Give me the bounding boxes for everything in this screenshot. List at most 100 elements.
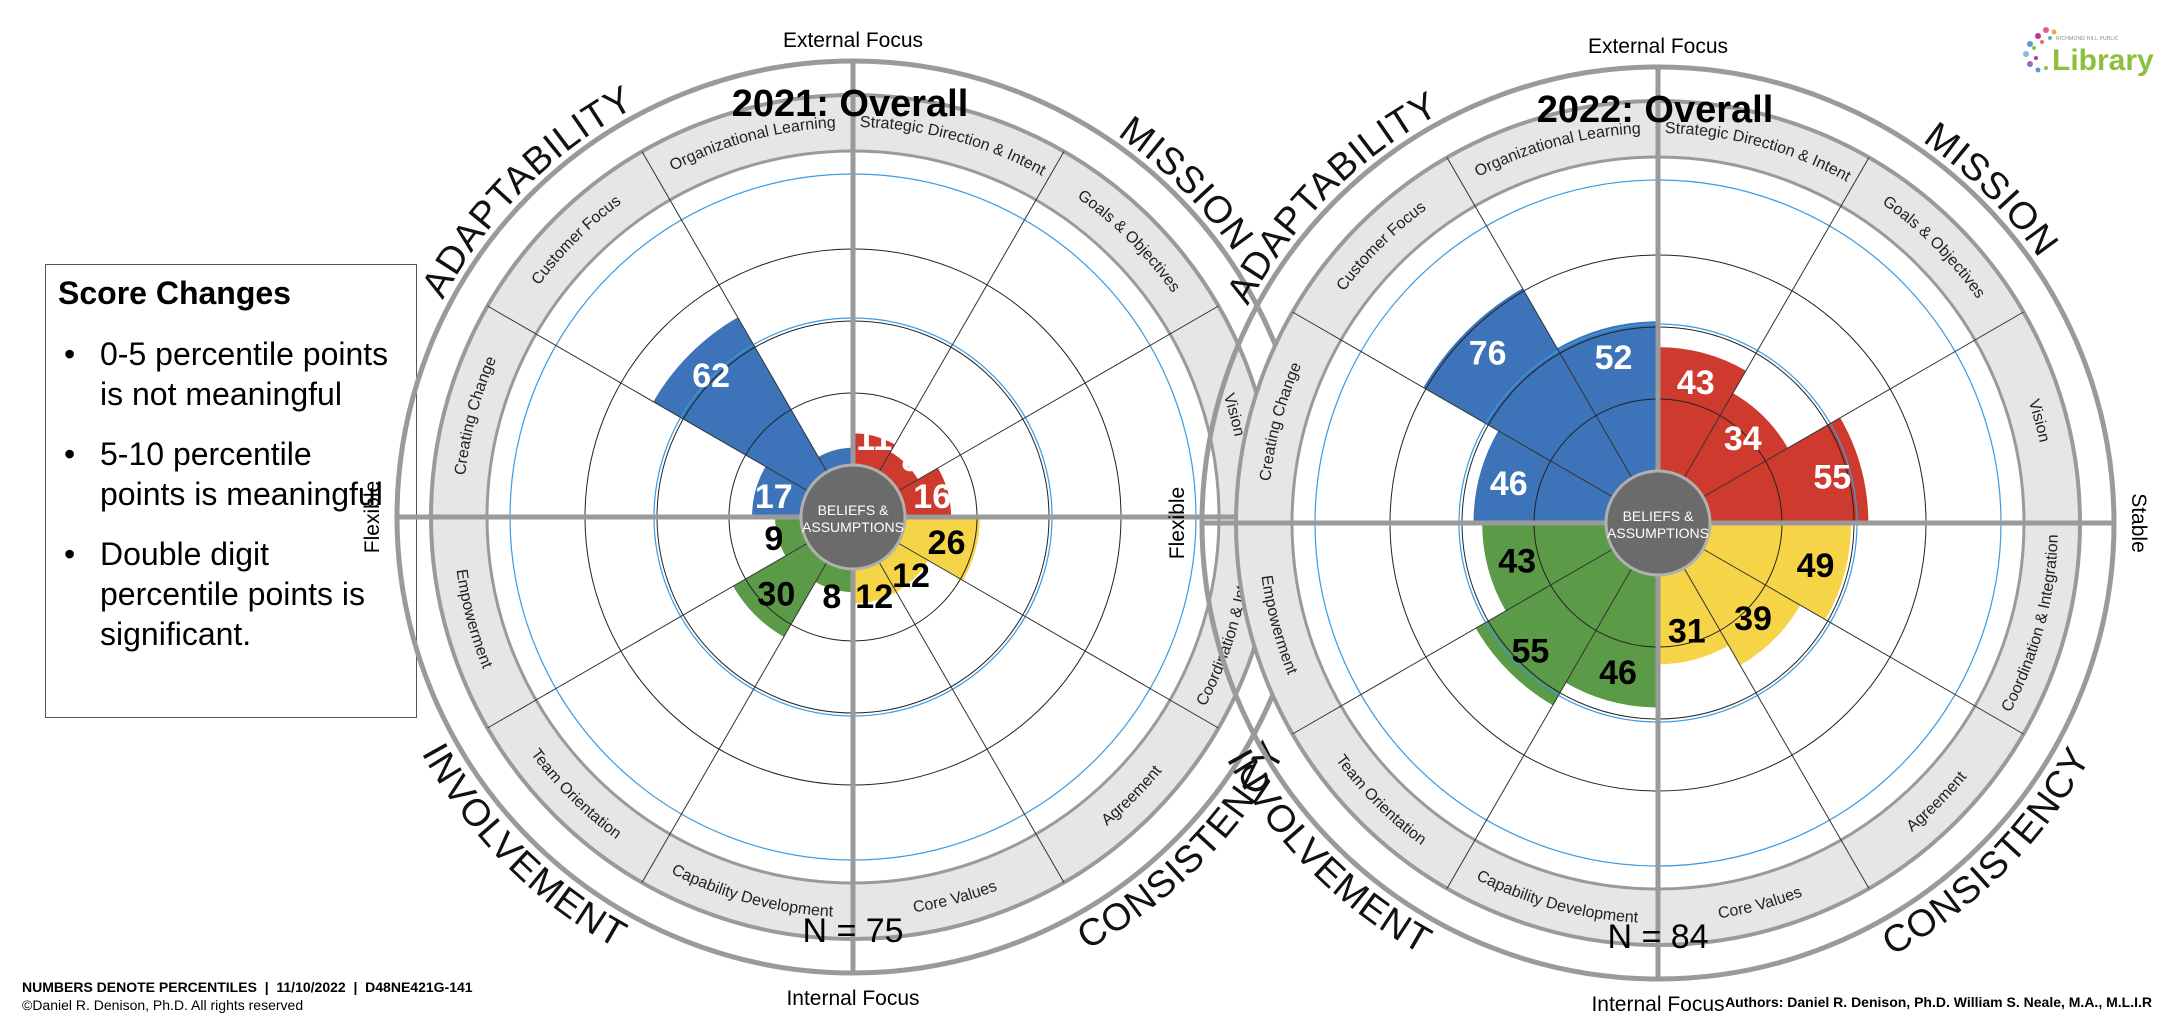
value-label: 8 xyxy=(822,578,841,616)
grid-spoke xyxy=(1292,311,1614,498)
value-label: 46 xyxy=(1599,654,1637,692)
bullet-icon: • xyxy=(64,436,76,472)
value-label: 12 xyxy=(892,557,930,595)
center-label: BELIEFS & xyxy=(1623,508,1694,524)
score-change-text: 5-10 percentile points is meaningful xyxy=(100,436,383,512)
center-circle xyxy=(799,463,907,571)
value-label: 31 xyxy=(1668,612,1706,650)
grid-spoke xyxy=(878,561,1065,883)
value-label: 9 xyxy=(764,520,783,558)
score-change-item: • 0-5 percentile points is not meaningful xyxy=(58,334,404,414)
value-label: 6 xyxy=(822,420,841,458)
logo-small-text: RICHMOND HILL PUBLIC xyxy=(2056,36,2119,42)
index-bar xyxy=(1684,549,1801,666)
value-label: 49 xyxy=(1797,547,1835,585)
chart-title: 2021: Overall xyxy=(732,83,969,125)
center-label: BELIEFS & xyxy=(818,502,889,518)
value-label: 26 xyxy=(928,524,966,562)
center-label: ASSUMPTIONS xyxy=(802,519,904,535)
index-bar xyxy=(1658,568,1729,665)
index-bar xyxy=(898,517,980,581)
axis-label-left: Flexible xyxy=(361,481,384,553)
index-bar xyxy=(775,517,808,556)
value-label: 12 xyxy=(855,578,893,616)
index-bar xyxy=(1557,321,1658,478)
score-change-text: Double digit percentile points is signif… xyxy=(100,536,366,652)
index-bar xyxy=(733,543,827,637)
index-bar xyxy=(1423,288,1632,497)
library-logo: RICHMOND HILL PUBLIC Library xyxy=(2016,18,2154,84)
bullet-icon: • xyxy=(64,536,76,572)
index-bar xyxy=(653,317,827,491)
index-bar xyxy=(853,562,897,604)
center-circle xyxy=(1604,469,1712,577)
value-label: 55 xyxy=(1813,458,1851,496)
axis-label-right: Stable xyxy=(2127,493,2150,553)
grid-spoke xyxy=(1683,157,1870,479)
score-changes-list: • 0-5 percentile points is not meaningful… xyxy=(58,334,404,654)
center-label: ASSUMPTIONS xyxy=(1607,525,1709,541)
grid-spoke xyxy=(878,151,1065,473)
footer-authors: Authors: Daniel R. Denison, Ph.D. Willia… xyxy=(1725,994,2152,1010)
grid-spoke xyxy=(1683,567,1870,889)
grid-spoke xyxy=(897,542,1219,729)
index-bar xyxy=(752,466,808,517)
index-bar xyxy=(818,447,853,472)
value-label: 17 xyxy=(755,478,793,516)
axis-label-left: Flexible xyxy=(1166,487,1189,559)
score-change-text: 0-5 percentile points is not meaningful xyxy=(100,336,389,412)
axis-label-bottom: Internal Focus xyxy=(786,987,919,1010)
grid-spoke xyxy=(641,151,828,473)
bullet-icon: • xyxy=(64,336,76,372)
footer-left: NUMBERS DENOTE PERCENTILES | 11/10/2022 … xyxy=(22,978,473,1014)
grid-spoke xyxy=(1702,311,2024,498)
score-change-item: • Double digit percentile points is signi… xyxy=(58,534,404,654)
value-label: 43 xyxy=(1498,543,1536,581)
value-label: 76 xyxy=(1469,335,1507,373)
logo-dots-icon xyxy=(2023,27,2057,73)
index-bar xyxy=(879,452,918,491)
index-bar xyxy=(1703,417,1869,523)
grid-spoke xyxy=(897,305,1219,492)
axis-label-top: External Focus xyxy=(1588,35,1728,58)
sample-size-label: N = 84 xyxy=(1607,918,1708,956)
footer-copyright: ©Daniel R. Denison, Ph.D. All rights res… xyxy=(22,997,304,1013)
value-label: 11 xyxy=(856,420,892,458)
value-label: 34 xyxy=(1724,420,1762,458)
score-changes-box: Score Changes • 0-5 percentile points is … xyxy=(45,264,417,718)
grid-spoke xyxy=(1292,548,1614,735)
value-label: 46 xyxy=(1490,465,1528,503)
sample-size-label: N = 75 xyxy=(802,912,903,950)
grid-spoke xyxy=(1446,567,1633,889)
footer-line1: NUMBERS DENOTE PERCENTILES | 11/10/2022 … xyxy=(22,979,473,995)
grid-spoke xyxy=(1446,157,1633,479)
value-label: 39 xyxy=(1734,600,1772,638)
index-bar xyxy=(879,543,928,592)
value-label: 55 xyxy=(1512,633,1550,671)
value-label: 8 xyxy=(902,441,921,479)
value-label: 62 xyxy=(692,357,730,395)
axis-label-top: External Focus xyxy=(783,29,923,52)
value-label: 43 xyxy=(1677,364,1715,402)
index-bar xyxy=(1475,549,1632,706)
grid-spoke xyxy=(641,561,828,883)
axis-label-bottom: Internal Focus xyxy=(1591,993,1724,1016)
value-label: 16 xyxy=(913,478,951,516)
grid-spoke xyxy=(487,305,809,492)
index-bar xyxy=(898,467,952,517)
logo-wordmark: Library xyxy=(2052,44,2154,77)
grid-spoke xyxy=(1702,548,2024,735)
index-bar xyxy=(1703,523,1852,620)
value-label: 30 xyxy=(757,576,795,614)
score-change-item: • 5-10 percentile points is meaningful xyxy=(58,434,404,514)
index-bar xyxy=(1482,523,1613,611)
chart-title: 2022: Overall xyxy=(1537,89,1774,131)
score-changes-title: Score Changes xyxy=(58,275,291,311)
index-bar xyxy=(1684,393,1788,497)
grid-spoke xyxy=(487,542,809,729)
value-label: 52 xyxy=(1595,339,1633,377)
index-bar xyxy=(1658,347,1746,478)
